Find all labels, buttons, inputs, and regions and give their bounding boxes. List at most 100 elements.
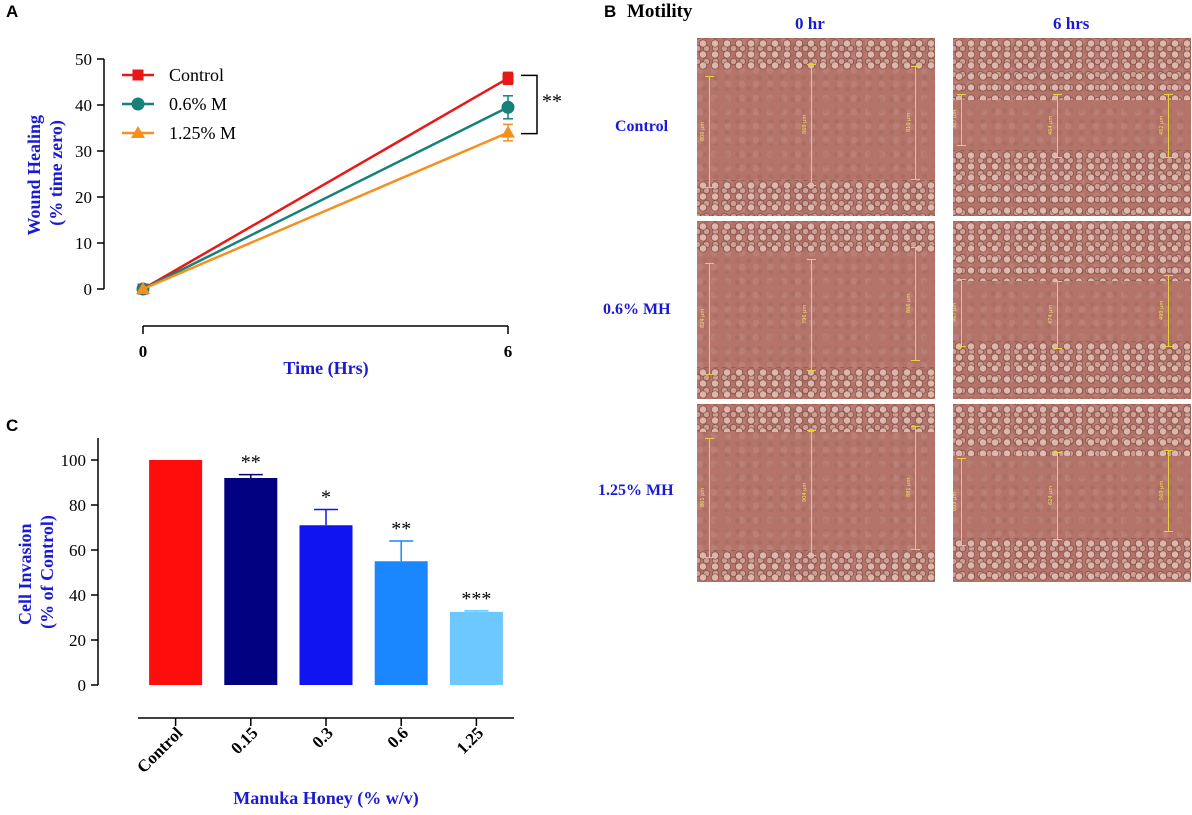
gap-measurement-label: 467 µm	[953, 302, 958, 322]
gap-measurement-label: 387 µm	[953, 109, 958, 129]
cell-layer-bottom	[697, 367, 935, 399]
gap-measurement-label: 904 µm	[802, 482, 808, 502]
y-axis-title-a: Wound Healing (% time zero)	[24, 110, 67, 235]
line-chart-wound-healing: Wound Healing (% time zero) Time (Hrs) 0…	[24, 50, 562, 379]
y-tick-label-a: 30	[75, 142, 92, 161]
gap-measurement-line	[911, 247, 920, 361]
series-line	[142, 77, 509, 291]
y-tick-label-c: 100	[61, 451, 87, 470]
micrograph-control-6hrs: 387 µm 464 µm 452 µm	[953, 38, 1191, 216]
row-label-control: Control	[615, 118, 669, 135]
cell-layer-top	[697, 404, 935, 432]
bar-control	[149, 460, 203, 685]
legend-item: Control	[122, 65, 224, 85]
legend-label: Control	[169, 65, 224, 85]
panel-label-b: B	[604, 2, 617, 21]
y-tick-label-c: 60	[69, 541, 86, 560]
x-tick-label-a: 6	[504, 342, 513, 361]
y-tick-label-a: 0	[84, 280, 93, 299]
data-point	[501, 125, 515, 138]
gap-measurement-line	[1053, 452, 1062, 540]
cell-layer-top	[953, 38, 1191, 100]
legend-marker	[131, 97, 145, 111]
y-tick-label-c: 0	[78, 676, 87, 695]
significance-label-c: **	[391, 518, 411, 540]
gap-measurement-label: 866 µm	[906, 293, 912, 313]
gap-measurement-label: 464 µm	[1048, 115, 1054, 135]
series-line	[142, 131, 509, 291]
row-label-1-25mh: 1.25% MH	[598, 482, 674, 499]
cell-layer-top	[697, 221, 935, 253]
data-point	[502, 72, 514, 84]
gap-measurement-label: 796 µm	[802, 304, 808, 324]
gap-measurement-label: 624 µm	[1048, 485, 1054, 505]
micrograph-1-25mh-0hr: 861 µm 904 µm 881 µm	[697, 404, 935, 582]
y-tick-label-c: 80	[69, 496, 86, 515]
gap-measurement-label: 569 µm	[1159, 480, 1165, 500]
cell-layer-bottom	[697, 550, 935, 582]
x-tick-label-c: 1.25	[453, 723, 487, 757]
cell-layer-bottom	[697, 180, 935, 216]
gap-measurement-label: 824 µm	[700, 308, 706, 328]
cell-layer-top	[953, 404, 1191, 456]
y-axis-title-c-line1: Cell Invasion	[15, 523, 35, 625]
y-tick-label-a: 40	[75, 96, 92, 115]
gap-measurement-line	[957, 458, 966, 546]
panel-label-c: C	[6, 416, 19, 435]
y-tick-label-a: 10	[75, 234, 92, 253]
legend-marker	[132, 69, 144, 81]
x-axis-title-c: Manuka Honey (% w/v)	[233, 788, 419, 809]
micrograph-0-6mh-6hrs: 467 µm 474 µm 499 µm	[953, 221, 1191, 399]
data-point	[136, 282, 150, 294]
series-line	[142, 106, 509, 291]
legend-label: 0.6% M	[169, 94, 227, 114]
y-tick-label-a: 20	[75, 188, 92, 207]
significance-bracket	[521, 74, 538, 135]
gap-measurement-label: 869 µm	[802, 114, 808, 134]
x-tick-label-c: 0.6	[384, 723, 412, 751]
gap-measurement-label: 452 µm	[1159, 115, 1165, 135]
y-axis-title-c-line2: (% of Control)	[37, 515, 58, 629]
gap-measurement-line	[807, 430, 816, 556]
micrograph-0-6mh-0hr: 824 µm 796 µm 866 µm	[697, 221, 935, 399]
x-axis-title-a: Time (Hrs)	[283, 358, 368, 379]
y-axis-title-a-line1: Wound Healing	[24, 115, 44, 236]
bar-1-25	[449, 611, 503, 685]
motility-title: Motility	[627, 1, 693, 22]
y-axis-title-a-line2: (% time zero)	[46, 120, 67, 226]
charts-canvas: Wound Healing (% time zero) Time (Hrs) 0…	[15, 50, 562, 809]
gap-measurement-label: 881 µm	[906, 477, 912, 497]
series-1-25-m	[136, 123, 515, 294]
y-tick-label-c: 20	[69, 631, 86, 650]
cell-layer-bottom	[953, 150, 1191, 216]
x-tick-label-c: Control	[133, 723, 186, 776]
gap-measurement-line	[957, 94, 966, 146]
gap-measurement-line	[807, 259, 816, 371]
gap-measurement-line	[957, 279, 966, 347]
bar-chart-cell-invasion: Cell Invasion (% of Control) Manuka Hone…	[15, 438, 514, 809]
gap-measurement-label: 499 µm	[1159, 300, 1165, 320]
legend-marker	[131, 126, 145, 138]
gap-measurement-line	[1164, 275, 1173, 347]
cell-layer-bottom	[953, 538, 1191, 582]
gap-measurement-line	[1053, 94, 1062, 158]
cell-layer-top	[953, 221, 1191, 281]
data-point	[501, 100, 515, 114]
significance-label-c: *	[321, 487, 331, 509]
legend-item: 1.25% M	[122, 123, 236, 143]
gap-measurement-line	[1053, 281, 1062, 349]
gap-measurement-label: 609 µm	[953, 491, 958, 511]
column-label-6hrs: 6 hrs	[1053, 14, 1090, 33]
gap-measurement-line	[807, 64, 816, 186]
row-label-0-6mh: 0.6% MH	[603, 301, 671, 318]
legend-label: 1.25% M	[169, 123, 236, 143]
gap-measurement-line	[911, 66, 920, 180]
gap-measurement-label: 861 µm	[700, 487, 706, 507]
legend-item: 0.6% M	[122, 94, 227, 114]
gap-measurement-line	[705, 438, 714, 558]
significance-label-c: **	[241, 452, 261, 474]
y-tick-label-c: 40	[69, 586, 86, 605]
y-tick-label-a: 50	[75, 50, 92, 69]
gap-measurement-line	[1164, 450, 1173, 532]
cell-layer-bottom	[953, 341, 1191, 399]
